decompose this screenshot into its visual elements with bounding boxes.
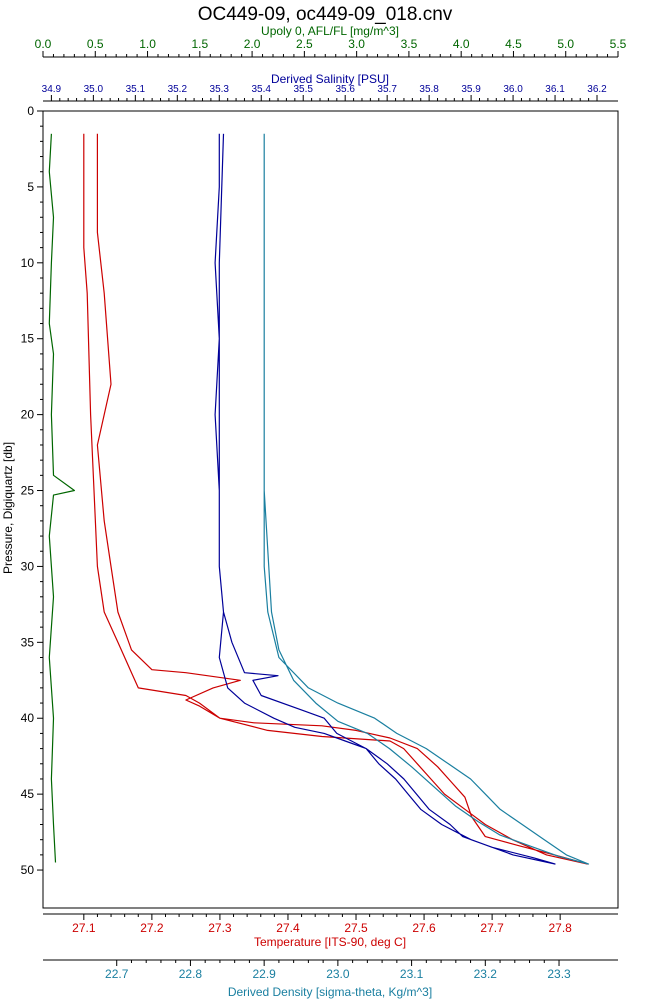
- fluorescence-tick-label: 5.0: [557, 37, 574, 51]
- fluorescence-axis-label: Upoly 0, AFL/FL [mg/m^3]: [261, 24, 399, 38]
- pressure-tick-label: 45: [21, 787, 35, 801]
- pressure-tick-label: 20: [21, 408, 35, 422]
- fluorescence-tick-label: 2.0: [244, 37, 261, 51]
- temperature-tick-label: 27.7: [480, 921, 504, 935]
- fluorescence-tick-label: 1.0: [139, 37, 156, 51]
- salinity-axis: 34.9 35.0 35.1 35.2 35.3 35.4 35.5 35.6 35.7 35.8…: [42, 84, 618, 102]
- pressure-tick-label: 30: [21, 559, 35, 573]
- salinity-tick-label: 35.4: [252, 84, 272, 95]
- temperature-tick-label: 27.3: [208, 921, 232, 935]
- density-tick-label: 23.3: [547, 967, 571, 981]
- density-profile-line: [263, 133, 590, 865]
- salinity-tick-label: 35.9: [461, 84, 481, 95]
- pressure-axis-label: Pressure, Digiquartz [db]: [1, 442, 15, 574]
- fluorescence-profile-line: [48, 133, 76, 863]
- pressure-tick-label: 15: [21, 332, 35, 346]
- fluorescence-tick-label: 3.5: [401, 37, 418, 51]
- pressure-tick-label: 5: [27, 180, 34, 194]
- salinity-tick-label: 35.3: [210, 84, 230, 95]
- salinity-axis-label: Derived Salinity [PSU]: [271, 72, 389, 86]
- temperature-tick-label: 27.1: [72, 921, 96, 935]
- plot-frame: [42, 110, 619, 909]
- fluorescence-tick-label: 5.5: [610, 37, 627, 51]
- salinity-tick-label: 35.0: [84, 84, 104, 95]
- density-axis-label: Derived Density [sigma-theta, Kg/m^3]: [228, 985, 432, 999]
- pressure-axis: 0 5 10 15 20 25 30 35 40 45 50: [21, 104, 43, 877]
- fluorescence-tick-label: 0.5: [87, 37, 104, 51]
- pressure-tick-label: 0: [27, 104, 34, 118]
- salinity-tick-label: 35.6: [335, 84, 355, 95]
- density-tick-label: 23.0: [326, 967, 350, 981]
- temperature-tick-label: 27.5: [344, 921, 368, 935]
- salinity-tick-label: 35.2: [168, 84, 188, 95]
- fluorescence-tick-label: 2.5: [296, 37, 313, 51]
- density-tick-label: 22.9: [252, 967, 276, 981]
- fluorescence-tick-label: 0.0: [35, 37, 52, 51]
- salinity-tick-label: 35.5: [293, 84, 313, 95]
- salinity-tick-label: 36.1: [545, 84, 565, 95]
- fluorescence-tick-label: 1.5: [191, 37, 208, 51]
- salinity-profile-line: [214, 133, 556, 865]
- density-tick-label: 22.8: [179, 967, 203, 981]
- salinity-tick-label: 35.8: [419, 84, 439, 95]
- chart-title: OC449-09, oc449-09_018.cnv: [198, 4, 453, 25]
- salinity-tick-label: 35.1: [126, 84, 146, 95]
- pressure-tick-label: 35: [21, 635, 35, 649]
- temperature-profile-line: [83, 133, 589, 865]
- temperature-axis-label: Temperature [ITS-90, deg C]: [254, 935, 406, 949]
- density-tick-label: 23.2: [474, 967, 498, 981]
- temperature-tick-label: 27.4: [276, 921, 300, 935]
- density-axis: 22.7 22.8 22.9 23.0 23.1 23.2 23.3: [43, 959, 618, 981]
- density-tick-label: 23.1: [400, 967, 424, 981]
- fluorescence-axis: 0.0 0.5 1.0 1.5 2.0 2.5 3.0 3.5 4.0 4.5 5.0 5.5: [35, 37, 627, 58]
- pressure-tick-label: 25: [21, 484, 35, 498]
- series-layer: [48, 133, 590, 865]
- fluorescence-tick-label: 3.0: [348, 37, 365, 51]
- pressure-tick-label: 50: [21, 863, 35, 877]
- pressure-tick-label: 40: [21, 711, 35, 725]
- temperature-tick-label: 27.2: [140, 921, 164, 935]
- pressure-tick-label: 10: [21, 256, 35, 270]
- fluorescence-tick-label: 4.0: [453, 37, 470, 51]
- temperature-tick-label: 27.6: [412, 921, 436, 935]
- salinity-tick-label: 36.0: [503, 84, 523, 95]
- salinity-tick-label: 34.9: [42, 84, 62, 95]
- salinity-tick-label: 35.7: [377, 84, 397, 95]
- density-tick-label: 22.7: [105, 967, 129, 981]
- temperature-axis: 27.1 27.2 27.3 27.4 27.5 27.6 27.7 27.8: [43, 913, 618, 935]
- salinity-tick-label: 36.2: [587, 84, 607, 95]
- temperature-tick-label: 27.8: [548, 921, 572, 935]
- fluorescence-tick-label: 4.5: [505, 37, 522, 51]
